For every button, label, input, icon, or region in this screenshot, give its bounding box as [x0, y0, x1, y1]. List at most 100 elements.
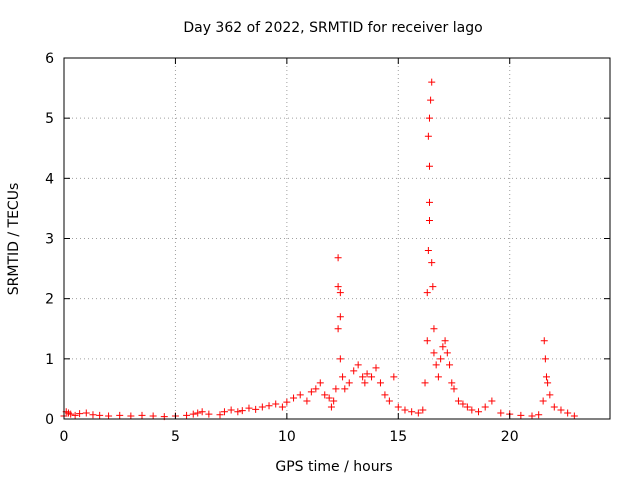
data-point — [488, 397, 496, 405]
data-point — [89, 411, 97, 419]
data-point — [189, 410, 197, 418]
data-point — [428, 259, 436, 267]
data-point — [424, 132, 432, 140]
axis-ticks: 0 1 2 3 4 5 6 0 5 10 15 20 — [45, 51, 610, 445]
data-point — [441, 337, 449, 345]
data-point — [394, 403, 402, 411]
x-axis-label: GPS time / hours — [275, 459, 392, 475]
data-point — [376, 379, 384, 387]
data-point — [82, 409, 90, 417]
data-point — [544, 379, 552, 387]
data-point — [546, 391, 554, 399]
data-point — [334, 325, 342, 333]
y-tick-label: 2 — [45, 292, 54, 308]
data-point — [408, 408, 416, 416]
y-tick-label: 3 — [45, 232, 54, 248]
data-point — [437, 355, 445, 363]
data-point — [336, 289, 344, 297]
data-point — [359, 373, 367, 381]
data-point — [419, 406, 427, 414]
data-point — [428, 78, 436, 86]
data-points — [60, 78, 578, 421]
data-point — [541, 355, 549, 363]
y-axis-label: SRMTID / TECUs — [6, 183, 22, 296]
x-tick-label: 5 — [171, 429, 180, 445]
data-point — [327, 403, 335, 411]
data-point — [446, 361, 454, 369]
data-point — [272, 400, 280, 408]
data-point — [421, 379, 429, 387]
data-point — [429, 283, 437, 291]
data-point — [234, 408, 242, 416]
chart-title: Day 362 of 2022, SRMTID for receiver lag… — [183, 20, 482, 36]
data-point — [290, 394, 298, 402]
y-tick-label: 5 — [45, 111, 54, 127]
data-point — [414, 409, 422, 417]
data-point — [183, 411, 191, 419]
data-point — [497, 409, 505, 417]
data-point — [336, 355, 344, 363]
data-point — [424, 247, 432, 255]
y-tick-label: 4 — [45, 171, 54, 187]
data-point — [354, 361, 362, 369]
data-point — [459, 400, 467, 408]
data-point — [368, 373, 376, 381]
data-point — [76, 410, 84, 418]
x-tick-label: 0 — [60, 429, 69, 445]
data-point — [425, 162, 433, 170]
data-point — [350, 367, 358, 375]
data-point — [216, 411, 224, 419]
data-point — [198, 408, 206, 416]
data-point — [425, 216, 433, 224]
x-tick-label: 20 — [501, 429, 519, 445]
data-point — [339, 373, 347, 381]
data-point — [454, 397, 462, 405]
data-point — [332, 385, 340, 393]
data-point — [542, 373, 550, 381]
data-point — [312, 385, 320, 393]
data-point — [67, 410, 75, 418]
data-point — [401, 406, 409, 414]
data-point — [430, 349, 438, 357]
data-point — [550, 403, 558, 411]
data-point — [227, 406, 235, 414]
data-point — [450, 385, 458, 393]
data-point — [278, 403, 286, 411]
data-point — [127, 412, 135, 420]
data-point — [423, 289, 431, 297]
data-point — [296, 391, 304, 399]
data-point — [345, 379, 353, 387]
x-tick-label: 15 — [389, 429, 407, 445]
data-point — [540, 337, 548, 345]
data-point — [430, 325, 438, 333]
data-point — [535, 411, 543, 419]
data-point — [220, 408, 228, 416]
data-point — [330, 397, 338, 405]
data-point — [252, 405, 260, 413]
data-point — [528, 412, 536, 420]
data-point — [481, 403, 489, 411]
data-point — [425, 198, 433, 206]
data-point — [205, 410, 213, 418]
x-tick-label: 10 — [278, 429, 296, 445]
data-point — [334, 283, 342, 291]
data-point — [425, 114, 433, 122]
data-point — [475, 408, 483, 416]
data-point — [265, 402, 273, 410]
data-point — [539, 397, 547, 405]
data-point — [432, 361, 440, 369]
data-point — [138, 411, 146, 419]
data-point — [325, 394, 333, 402]
data-point — [434, 373, 442, 381]
data-point — [448, 379, 456, 387]
data-point — [423, 337, 431, 345]
data-point — [149, 412, 157, 420]
y-tick-label: 6 — [45, 51, 54, 67]
data-point — [258, 403, 266, 411]
data-point — [194, 409, 202, 417]
data-point — [372, 364, 380, 372]
data-point — [303, 397, 311, 405]
y-tick-label: 0 — [45, 412, 54, 428]
data-point — [557, 406, 565, 414]
